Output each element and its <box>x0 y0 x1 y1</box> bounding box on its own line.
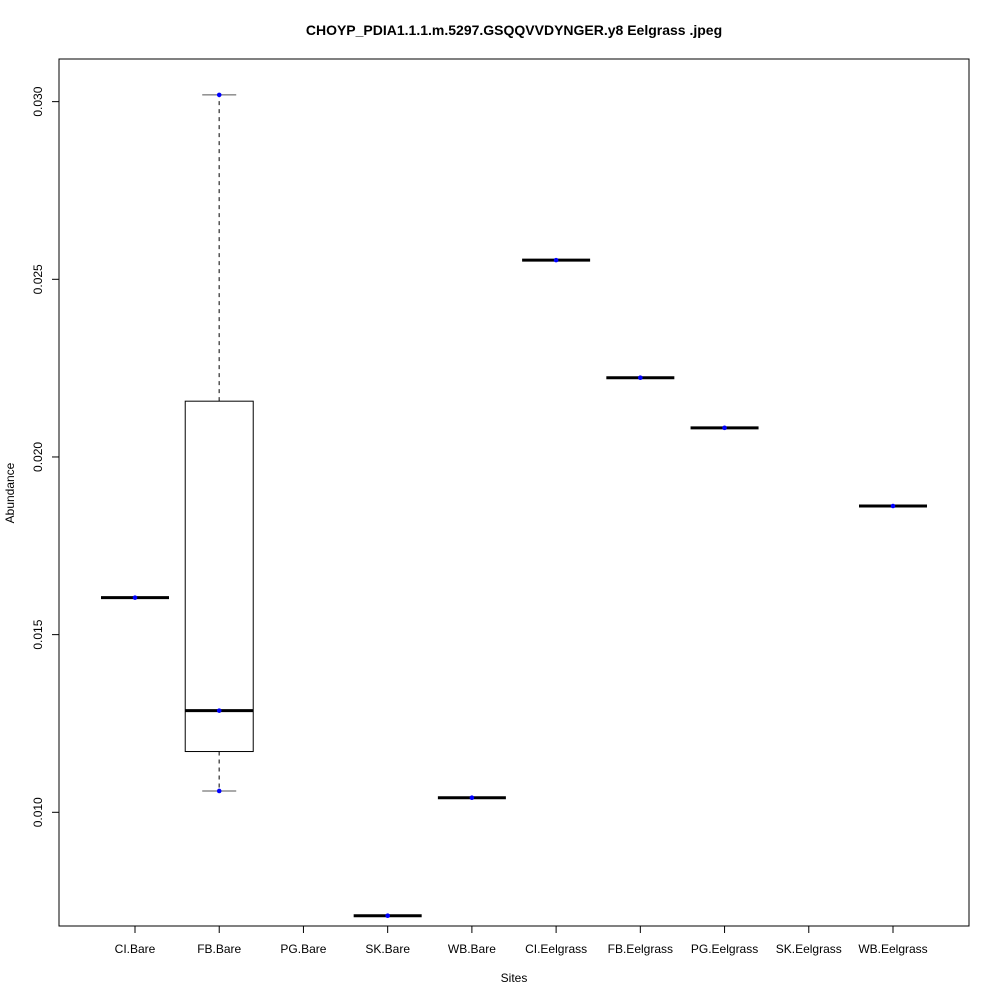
x-tick-label: WB.Eelgrass <box>858 942 927 956</box>
data-point <box>469 795 475 801</box>
box-ci-bare <box>101 595 169 600</box>
box-fb-bare <box>184 92 254 794</box>
x-axis: CI.Bare FB.Bare PG.Bare SK.Bare WB.Bare CI.Ee… <box>115 926 928 956</box>
data-point <box>553 257 559 263</box>
y-tick-label: 0.020 <box>31 442 45 472</box>
x-tick-label: WB.Bare <box>448 942 496 956</box>
box-pg-eelgrass <box>690 425 759 431</box>
y-tick-label: 0.030 <box>31 86 45 116</box>
box-rect <box>184 400 254 753</box>
data-point <box>722 425 727 431</box>
data-point <box>216 788 222 794</box>
x-tick-label: CI.Bare <box>115 942 156 956</box>
x-tick-label: PG.Eelgrass <box>691 942 758 956</box>
x-tick-label: FB.Bare <box>197 942 241 956</box>
box-ci-eelgrass <box>522 257 591 263</box>
data-point <box>216 708 222 713</box>
y-tick-label: 0.025 <box>31 264 45 294</box>
box-sk-bare <box>353 913 422 918</box>
data-point <box>385 913 390 918</box>
data-point <box>132 595 138 600</box>
chart-title: CHOYP_PDIA1.1.1.m.5297.GSQQVVDYNGER.y8 E… <box>306 22 722 38</box>
data-point <box>890 503 896 509</box>
box-wb-eelgrass <box>859 503 927 509</box>
data-point <box>638 375 643 381</box>
x-tick-label: CI.Eelgrass <box>525 942 587 956</box>
y-tick-label: 0.015 <box>31 619 45 649</box>
plot-area <box>101 92 927 918</box>
x-tick-label: FB.Eelgrass <box>608 942 673 956</box>
x-tick-label: SK.Eelgrass <box>776 942 842 956</box>
box-wb-bare <box>437 795 506 801</box>
plot-frame <box>58 58 970 927</box>
y-tick-label: 0.010 <box>31 797 45 827</box>
data-point <box>216 92 222 98</box>
box-fb-eelgrass <box>606 375 675 381</box>
y-axis-label: Abundance <box>3 462 17 523</box>
x-tick-label: SK.Bare <box>365 942 410 956</box>
y-axis: 0.010 0.015 0.020 0.025 0.030 <box>31 86 59 827</box>
x-axis-label: Sites <box>501 971 528 985</box>
x-tick-label: PG.Bare <box>280 942 326 956</box>
